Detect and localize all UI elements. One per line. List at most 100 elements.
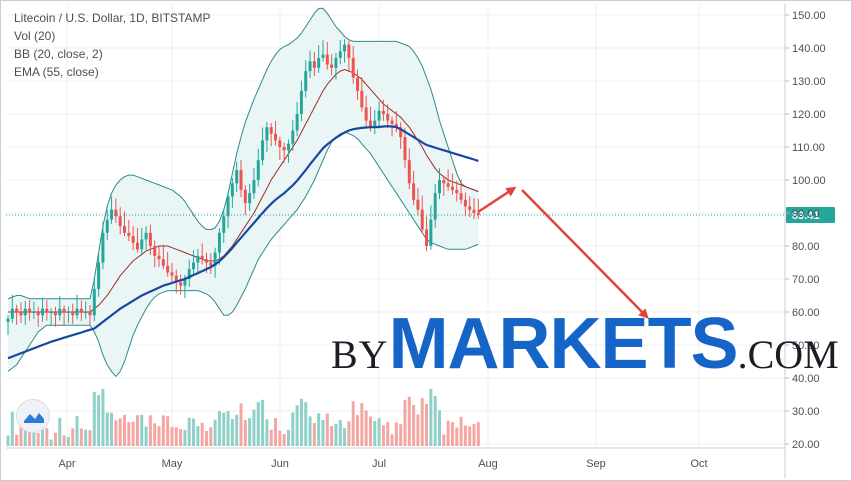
volume-bar: [153, 423, 157, 446]
x-tick-label: Jun: [271, 458, 289, 470]
candle-body: [308, 61, 312, 72]
volume-bar: [390, 434, 394, 446]
candle-body: [274, 133, 278, 141]
candle-body: [248, 193, 252, 204]
candle-body: [425, 229, 429, 246]
candle-body: [32, 312, 36, 313]
volume-bar: [209, 427, 213, 446]
candle-body: [230, 183, 234, 197]
volume-bar: [295, 405, 299, 446]
tradingview-logo-icon[interactable]: [16, 399, 50, 433]
candle-body: [252, 180, 256, 194]
volume-bar: [226, 411, 230, 446]
candle-body: [334, 57, 338, 68]
volume-bar: [243, 419, 247, 446]
volume-bar: [105, 412, 109, 446]
ema-indicator-label[interactable]: EMA (55, close): [14, 65, 99, 79]
candle-body: [356, 77, 360, 91]
volume-bar: [179, 429, 183, 446]
volume-bar: [110, 412, 114, 446]
volume-bar: [248, 418, 252, 446]
volume-bar: [204, 430, 208, 446]
candle-body: [239, 170, 243, 190]
volume-bar: [187, 417, 191, 446]
candle-body: [101, 232, 105, 263]
volume-bar: [347, 421, 351, 446]
candle-body: [286, 143, 290, 151]
candle-body: [140, 239, 144, 250]
volume-bar: [127, 422, 131, 446]
volume-bar: [161, 415, 165, 446]
volume-bar: [381, 425, 385, 446]
candle-body: [429, 219, 433, 246]
x-tick-label: Sep: [586, 458, 606, 470]
volume-bar: [174, 427, 178, 446]
candle-body: [123, 226, 127, 233]
candle-body: [204, 259, 208, 263]
candle-body: [105, 219, 109, 233]
candle-body: [407, 160, 411, 184]
volume-bar: [58, 417, 62, 446]
bymarkets-watermark: BYMARKETS.COM: [331, 308, 839, 380]
volume-bar: [476, 422, 480, 446]
volume-bar: [23, 425, 27, 446]
ema-line: [7, 125, 479, 360]
candle-body: [135, 242, 139, 250]
volume-bar: [157, 426, 161, 446]
ema-line-group: [7, 125, 479, 360]
volume-bar: [446, 420, 450, 446]
bollinger-indicator-label[interactable]: BB (20, close, 2): [14, 47, 103, 61]
x-tick-label: May: [162, 458, 183, 470]
symbol-title[interactable]: Litecoin / U.S. Dollar, 1D, BITSTAMP: [14, 11, 211, 25]
volume-bar: [62, 435, 66, 446]
candle-body: [364, 107, 368, 121]
volume-bar: [450, 422, 454, 446]
volume-bar: [407, 396, 411, 446]
volume-bar: [135, 415, 139, 446]
y-tick-label: 130.00: [792, 76, 826, 88]
volume-bar: [425, 403, 429, 446]
volume-bar: [213, 419, 217, 446]
candle-body: [468, 206, 472, 210]
volume-bar: [166, 416, 170, 446]
volume-bar: [123, 415, 127, 446]
volume-bar: [183, 429, 187, 446]
volume-bar: [438, 410, 441, 446]
volume-bar: [269, 429, 273, 446]
volume-bar: [299, 398, 303, 446]
candle-body: [213, 252, 217, 266]
volume-bar: [196, 426, 200, 446]
volume-bar: [274, 418, 278, 446]
candle-body: [153, 246, 157, 256]
x-tick-label: Aug: [478, 458, 498, 470]
volume-indicator-label[interactable]: Vol (20): [14, 29, 56, 43]
candle-body: [390, 120, 394, 124]
candle-body: [438, 180, 441, 194]
volume-bar: [71, 428, 75, 446]
volume-bar: [312, 423, 316, 446]
x-tick-label: Jul: [372, 458, 386, 470]
candle-body: [62, 308, 66, 312]
watermark-markets: MARKETS: [388, 304, 739, 384]
volume-bar: [79, 428, 83, 446]
volume-bar: [472, 424, 476, 446]
volume-bar: [356, 415, 360, 446]
volume-bar: [463, 425, 467, 446]
candle-body: [399, 127, 403, 138]
candle-body: [144, 232, 148, 240]
volume-bar: [308, 416, 312, 446]
candle-body: [217, 232, 221, 253]
candle-body: [209, 262, 213, 266]
volume-bar: [101, 388, 105, 446]
candle-body: [157, 255, 161, 260]
volume-bar: [222, 412, 226, 446]
candle-body: [170, 272, 174, 276]
volume-bar: [338, 419, 342, 446]
candle-body: [88, 312, 92, 316]
volume-bar: [442, 434, 446, 446]
candle-body: [256, 160, 260, 180]
arrow-up-segment: [477, 186, 517, 214]
candle-body: [118, 216, 122, 227]
candle-body: [386, 114, 390, 121]
